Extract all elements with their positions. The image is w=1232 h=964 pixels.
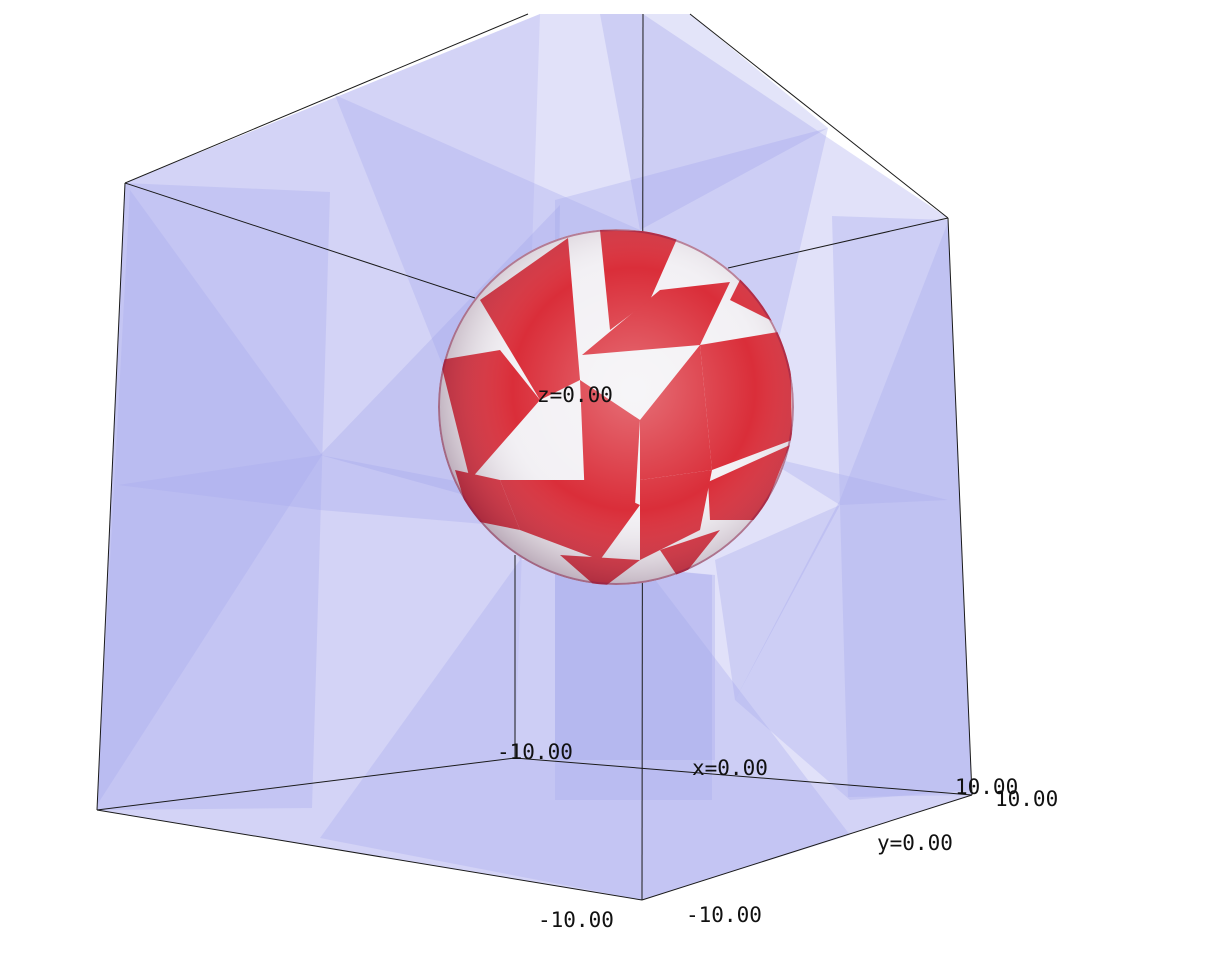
panel bbox=[555, 560, 715, 760]
y-axis-label: y=0.00 bbox=[877, 831, 953, 855]
sphere-shading bbox=[438, 229, 794, 585]
box-edge bbox=[689, 13, 949, 219]
x-axis-min-label: -10.00 bbox=[497, 740, 573, 764]
box-edges bbox=[96, 13, 973, 901]
panel bbox=[97, 190, 322, 805]
panel bbox=[760, 455, 948, 505]
box-face-right bbox=[642, 14, 972, 900]
box-edge bbox=[96, 182, 126, 811]
box-edge bbox=[727, 217, 949, 269]
panel bbox=[97, 183, 330, 810]
axis-labels: z=0.00 x=0.00 y=0.00 -10.00 10.00 10.00 … bbox=[497, 383, 1058, 932]
box-edge bbox=[514, 757, 973, 796]
y-axis-min-label: -10.00 bbox=[686, 903, 762, 927]
panel bbox=[715, 505, 840, 700]
z-axis-label: z=0.00 bbox=[537, 383, 613, 407]
panel bbox=[118, 455, 555, 530]
panel bbox=[555, 560, 712, 800]
x-axis-label: x=0.00 bbox=[692, 756, 768, 780]
box-edge bbox=[124, 13, 529, 184]
box-edge bbox=[124, 182, 476, 299]
box-face-front bbox=[97, 14, 643, 900]
panel bbox=[600, 14, 828, 230]
panel bbox=[832, 216, 972, 797]
sphere[interactable] bbox=[438, 229, 794, 590]
box-edge bbox=[641, 794, 973, 901]
sphere-rim bbox=[438, 229, 794, 585]
box-edge bbox=[947, 217, 973, 796]
box-edge bbox=[96, 757, 516, 811]
x-axis-max-label: 10.00 bbox=[955, 775, 1018, 799]
box-edge bbox=[96, 809, 643, 901]
y-axis-max-label: 10.00 bbox=[995, 787, 1058, 811]
z-axis-min-label: -10.00 bbox=[538, 908, 614, 932]
panel bbox=[735, 222, 972, 800]
box-faces bbox=[97, 14, 972, 900]
panel bbox=[320, 560, 850, 900]
